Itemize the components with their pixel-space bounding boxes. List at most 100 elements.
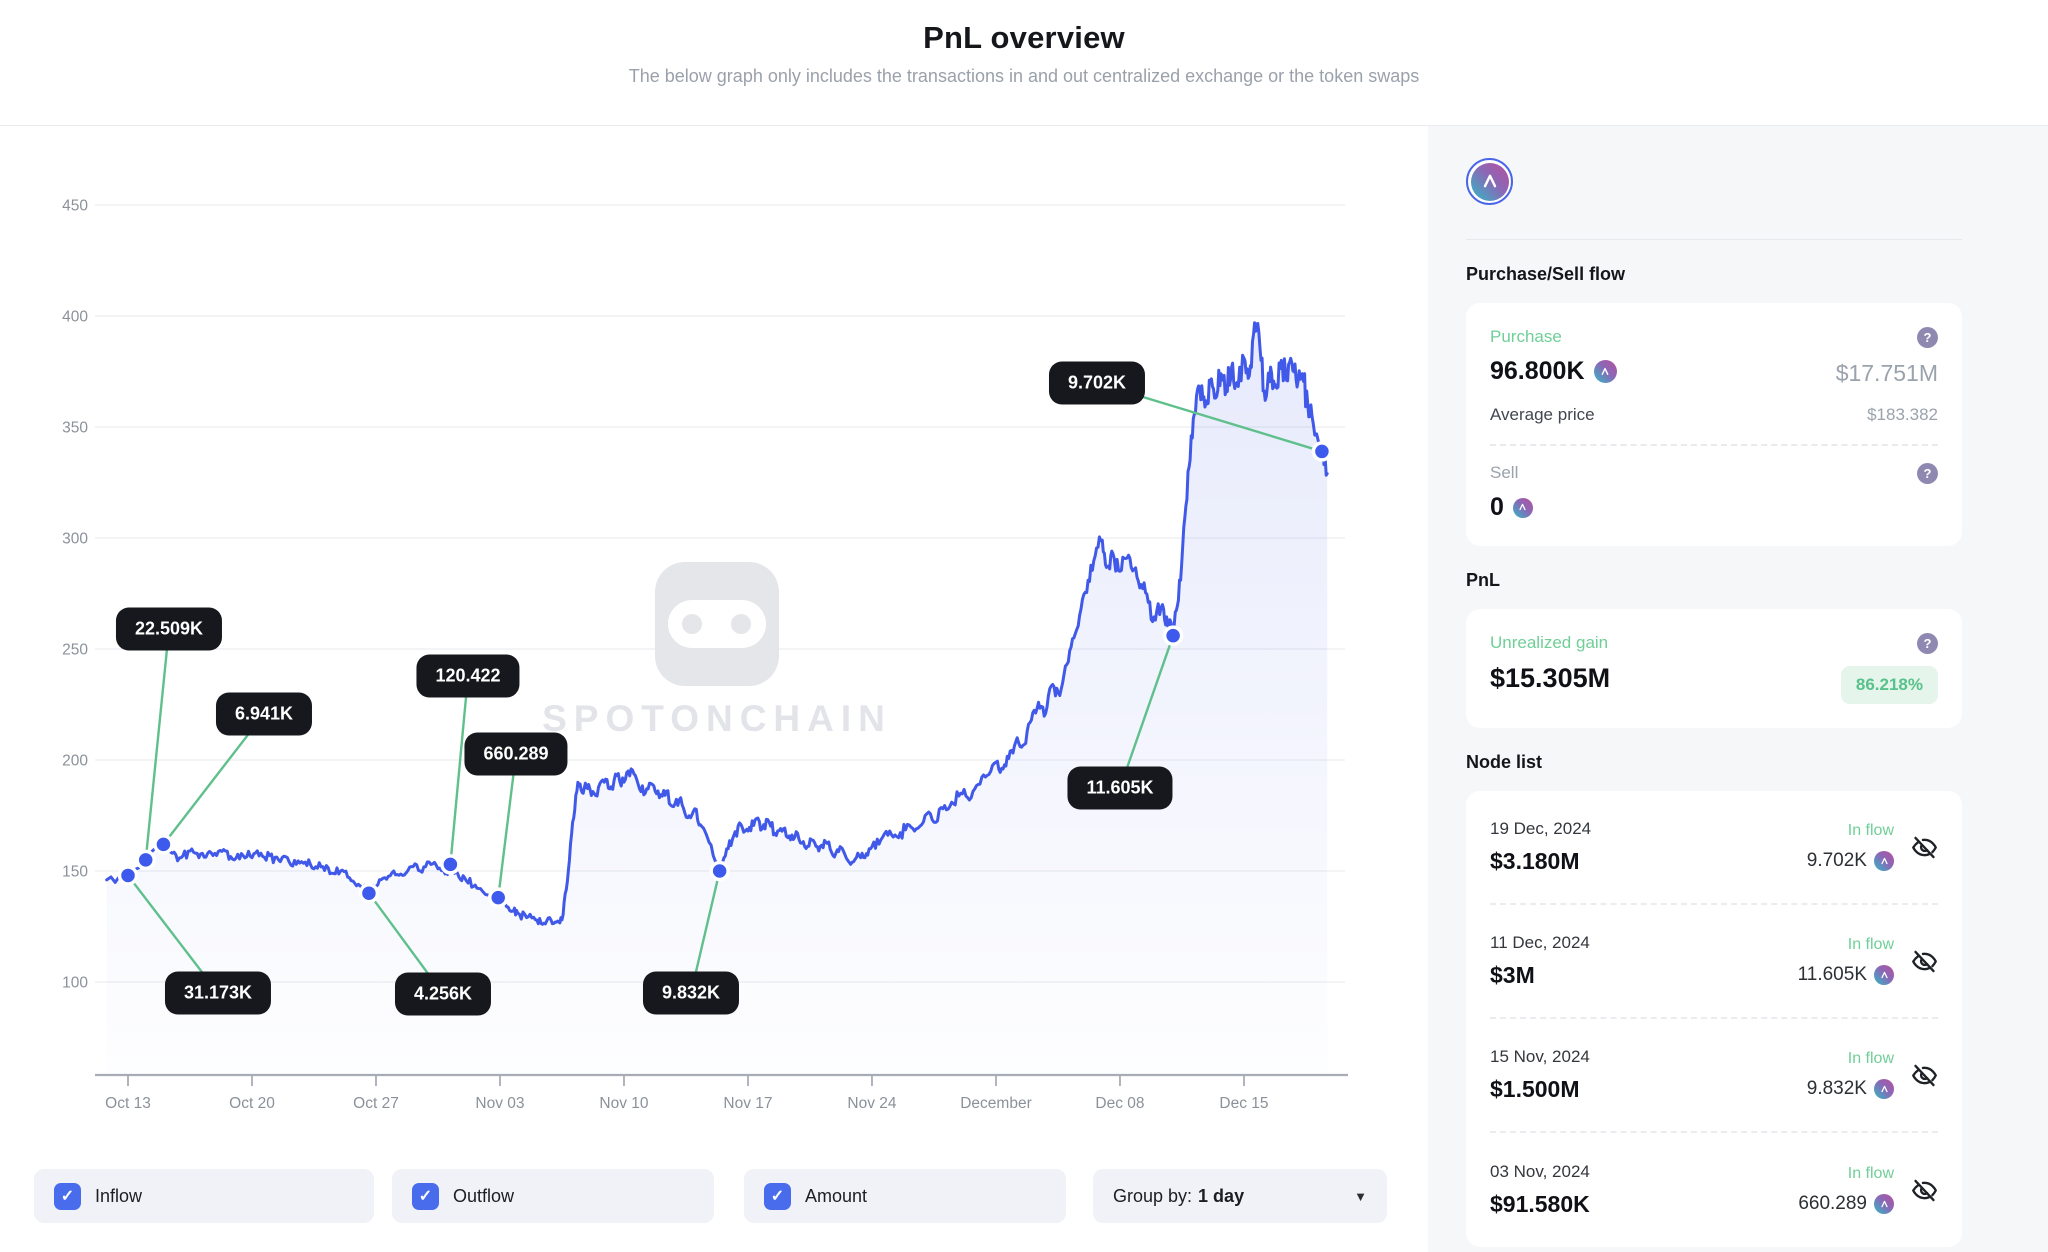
help-icon[interactable]: ? <box>1917 463 1938 484</box>
checkbox-checked-icon[interactable]: ✓ <box>54 1182 81 1210</box>
page-subtitle: The below graph only includes the transa… <box>628 66 1420 86</box>
sell-amount: 0 <box>1490 493 1533 522</box>
annotation-pill: 22.509K <box>115 607 223 651</box>
x-axis-label: Oct 27 <box>353 1095 399 1112</box>
chart-node-dot[interactable] <box>135 849 156 871</box>
checkbox-checked-icon[interactable]: ✓ <box>764 1182 791 1210</box>
token-avatar <box>1466 158 1513 205</box>
checkbox-label: Inflow <box>95 1185 143 1206</box>
annotation-pill: 4.256K <box>394 972 492 1016</box>
chart-node-dot[interactable] <box>440 854 461 875</box>
chart-node-dot[interactable] <box>358 882 380 904</box>
y-axis-label: 250 <box>62 642 88 659</box>
node-amount: 11.605K <box>1798 964 1894 986</box>
sidebar-divider <box>1466 239 1962 240</box>
pnl-chart-area: 450 400 350 300 250 200 150 100 Oct 13 Oct 20 Oct … <box>34 198 1387 1223</box>
header-divider <box>0 125 2048 126</box>
x-axis-label: Nov 17 <box>723 1095 772 1112</box>
node-usd-value: $1.500M <box>1490 1076 1580 1102</box>
aave-icon <box>1874 965 1894 985</box>
watermark-logo <box>655 562 779 686</box>
node-list-row[interactable]: 15 Nov, 2024 $1.500M In flow 9.832K <box>1490 1019 1938 1133</box>
x-axis-label: Oct 20 <box>229 1095 275 1112</box>
aave-icon <box>1874 851 1894 871</box>
x-axis-label: Oct 13 <box>105 1095 151 1112</box>
node-date: 03 Nov, 2024 <box>1490 1162 1590 1181</box>
annotation-connector <box>449 675 470 865</box>
node-amount: 9.832K <box>1807 1078 1894 1100</box>
sidebar: Purchase/Sell flow Purchase 96.800K ? $1… <box>1428 126 2048 1252</box>
average-price-value: $183.382 <box>1867 405 1938 424</box>
y-axis-label: 450 <box>62 198 88 215</box>
x-axis-label: Dec 08 <box>1095 1095 1144 1112</box>
node-list-row[interactable]: 11 Dec, 2024 $3M In flow 11.605K <box>1490 905 1938 1019</box>
watermark-chain-glyph <box>668 600 766 648</box>
chart-controls: ✓ Inflow ✓ Outflow ✓ Amount Group by: 1 day ▼ <box>34 1169 1387 1223</box>
node-list-heading: Node list <box>1466 752 1543 772</box>
help-icon[interactable]: ? <box>1917 633 1938 654</box>
aave-icon <box>1874 1194 1894 1214</box>
eye-off-icon[interactable] <box>1911 1062 1938 1089</box>
node-usd-value: $3.180M <box>1490 848 1580 874</box>
unrealized-gain-value: $15.305M <box>1490 663 1611 693</box>
eye-off-icon[interactable] <box>1911 834 1938 861</box>
purchase-sell-card: Purchase 96.800K ? $17.751M Average pric… <box>1466 303 1962 546</box>
caret-down-icon: ▼ <box>1354 1188 1367 1204</box>
average-price-label: Average price <box>1490 405 1595 424</box>
node-direction: In flow <box>1847 1050 1894 1067</box>
node-amount: 9.702K <box>1807 850 1894 872</box>
page-title: PnL overview <box>923 20 1125 55</box>
pnl-card: Unrealized gain $15.305M ? 86.218% <box>1466 609 1962 728</box>
x-axis-label: December <box>960 1095 1032 1112</box>
node-direction: In flow <box>1847 1165 1894 1182</box>
annotation-pill: 11.605K <box>1067 766 1173 810</box>
area-fill <box>106 322 1328 1075</box>
annotation-connector <box>162 713 265 846</box>
annotation-pill: 9.832K <box>642 971 740 1015</box>
y-axis-label: 350 <box>62 420 88 437</box>
x-axis-label: Nov 24 <box>847 1095 896 1112</box>
y-axis-label: 300 <box>62 531 88 548</box>
group-by-value: 1 day <box>1198 1185 1245 1206</box>
chart-node-dot[interactable] <box>117 865 139 886</box>
filter-toggle-amount[interactable]: ✓ Amount <box>744 1169 1066 1223</box>
chart-node-dot[interactable] <box>487 887 509 908</box>
filter-toggle-outflow[interactable]: ✓ Outflow <box>392 1169 714 1223</box>
eye-off-icon[interactable] <box>1911 948 1938 975</box>
node-usd-value: $3M <box>1490 962 1535 988</box>
dashed-divider <box>1490 444 1938 446</box>
x-axis-label: Dec 15 <box>1219 1095 1268 1112</box>
y-axis-label: 200 <box>62 753 88 770</box>
node-list-row[interactable]: 03 Nov, 2024 $91.580K In flow 660.289 <box>1490 1133 1938 1247</box>
watermark-brand-text: SPOTONCHAIN <box>542 698 892 739</box>
annotation-connector <box>144 628 171 861</box>
chart-node-dot[interactable] <box>153 834 174 855</box>
chart-node-dot[interactable] <box>1311 441 1333 462</box>
sell-label: Sell <box>1490 463 1519 482</box>
node-list-row[interactable]: 19 Dec, 2024 $3.180M In flow 9.702K <box>1490 791 1938 905</box>
pnl-heading: PnL <box>1466 570 1500 590</box>
chart-node-dot[interactable] <box>1162 625 1184 646</box>
node-date: 11 Dec, 2024 <box>1490 933 1590 952</box>
group-by-dropdown[interactable]: Group by: 1 day ▼ <box>1093 1169 1387 1223</box>
page-header: PnL overview The below graph only includ… <box>0 0 2048 126</box>
chart-node-dot[interactable] <box>709 860 730 882</box>
annotation-connector <box>1118 635 1175 789</box>
eye-off-icon[interactable] <box>1911 1177 1938 1204</box>
group-by-label: Group by: 1 day <box>1113 1185 1245 1206</box>
node-amount: 660.289 <box>1798 1193 1894 1215</box>
aave-icon <box>1593 360 1617 383</box>
checkbox-checked-icon[interactable]: ✓ <box>412 1182 439 1210</box>
filter-toggle-inflow[interactable]: ✓ Inflow <box>34 1169 374 1223</box>
help-icon[interactable]: ? <box>1917 327 1938 348</box>
annotation-pill: 660.289 <box>464 732 568 776</box>
y-axis-label: 100 <box>62 975 88 992</box>
purchase-label: Purchase <box>1490 327 1562 346</box>
node-date: 15 Nov, 2024 <box>1490 1047 1590 1066</box>
y-axis-label: 150 <box>62 864 88 881</box>
x-axis-label: Nov 03 <box>475 1095 524 1112</box>
purchase-sell-heading: Purchase/Sell flow <box>1466 264 1626 284</box>
aave-icon <box>1512 497 1533 518</box>
annotation-connector <box>497 753 518 898</box>
